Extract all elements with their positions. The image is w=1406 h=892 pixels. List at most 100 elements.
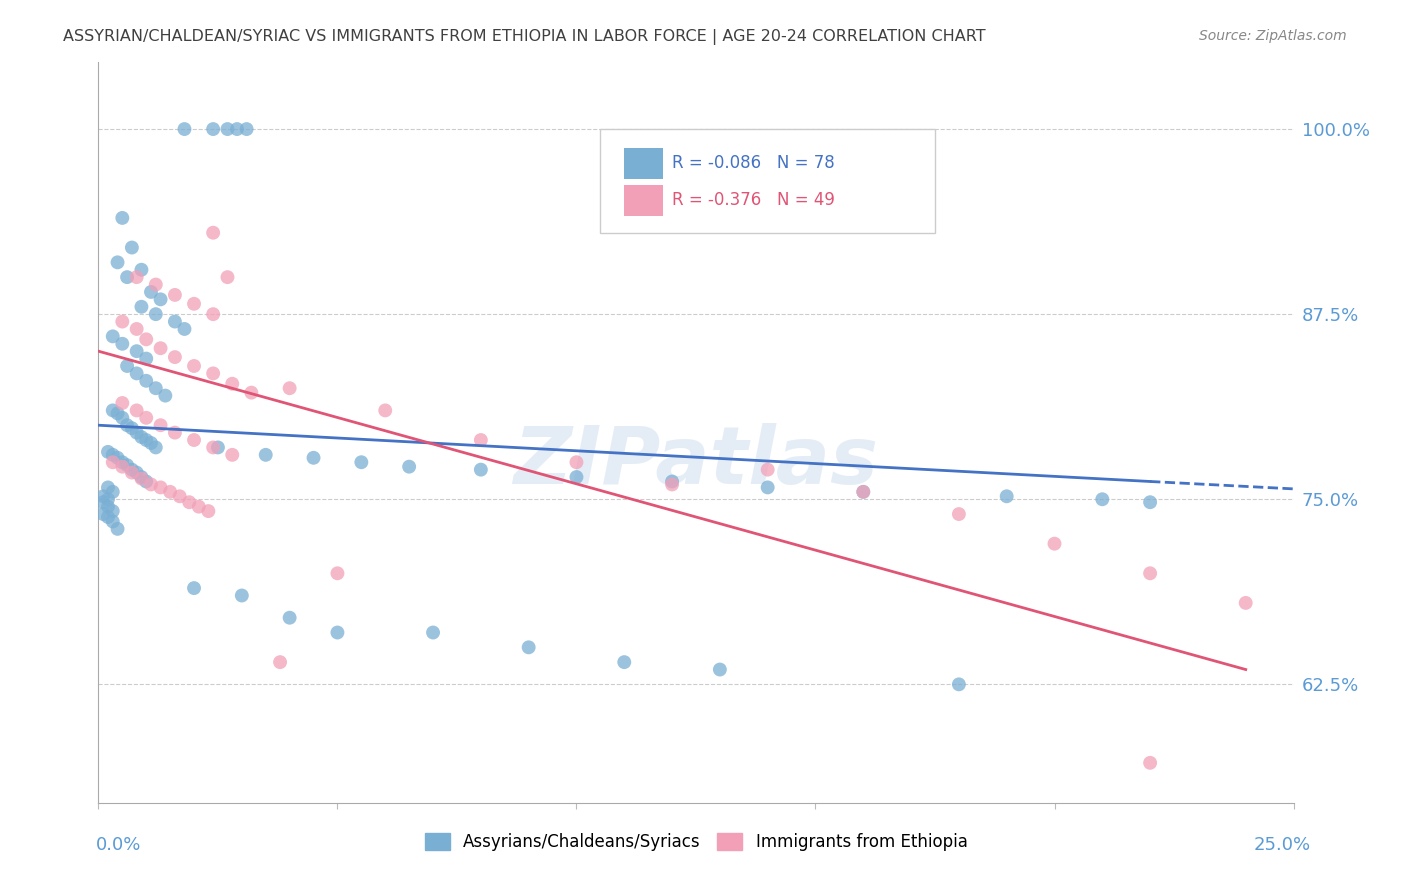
Point (125, 367, 148, 381)
Point (217, 270, 239, 285)
Text: ZIPatlas: ZIPatlas (513, 423, 879, 501)
Point (135, 410, 157, 425)
Point (1043, 537, 1066, 551)
Text: R = -0.086   N = 78: R = -0.086 N = 78 (672, 154, 835, 172)
Text: ASSYRIAN/CHALDEAN/SYRIAC VS IMMIGRANTS FROM ETHIOPIA IN LABOR FORCE | AGE 20-24 : ASSYRIAN/CHALDEAN/SYRIAC VS IMMIGRANTS F… (63, 29, 986, 45)
Point (159, 484, 181, 499)
FancyBboxPatch shape (624, 147, 662, 178)
Point (125, 403, 148, 417)
Point (91, 507, 114, 521)
Point (326, 566, 349, 581)
Point (517, 640, 540, 655)
FancyBboxPatch shape (624, 185, 662, 216)
Point (374, 403, 396, 417)
Point (202, 367, 225, 381)
Point (91, 489, 114, 503)
Point (163, 350, 186, 364)
Point (149, 341, 172, 355)
Point (101, 484, 124, 499)
Point (145, 381, 167, 395)
Point (121, 466, 143, 480)
Point (145, 277, 167, 292)
Point (135, 475, 157, 489)
Point (135, 374, 157, 388)
Point (145, 441, 167, 455)
Point (91, 495, 114, 509)
Point (111, 314, 134, 328)
Point (235, 122, 257, 136)
Point (207, 441, 229, 455)
Legend: Assyrians/Chaldeans/Syriacs, Immigrants from Ethiopia: Assyrians/Chaldeans/Syriacs, Immigrants … (418, 826, 974, 857)
Point (149, 418, 172, 433)
Point (169, 489, 191, 503)
Point (398, 459, 420, 474)
Point (254, 448, 277, 462)
Point (155, 389, 177, 403)
Point (1139, 756, 1161, 770)
Point (852, 484, 875, 499)
Point (125, 466, 148, 480)
Point (101, 515, 124, 529)
Text: 0.0%: 0.0% (96, 836, 141, 854)
Point (183, 359, 205, 373)
Point (470, 462, 492, 476)
Point (111, 211, 134, 225)
Point (661, 475, 683, 489)
Point (163, 425, 186, 440)
Point (149, 293, 172, 307)
Point (101, 448, 124, 462)
Point (107, 406, 129, 420)
Point (125, 270, 148, 285)
Point (756, 462, 779, 476)
Point (221, 448, 243, 462)
Text: Source: ZipAtlas.com: Source: ZipAtlas.com (1199, 29, 1347, 43)
FancyBboxPatch shape (600, 129, 935, 233)
Point (139, 436, 162, 450)
Point (121, 421, 143, 435)
Point (240, 385, 263, 400)
Point (135, 433, 157, 447)
Point (197, 504, 219, 518)
Point (139, 477, 162, 491)
Point (852, 484, 875, 499)
Point (326, 625, 349, 640)
Point (278, 611, 301, 625)
Point (709, 663, 731, 677)
Point (183, 581, 205, 595)
Point (149, 480, 172, 494)
Point (97, 492, 120, 507)
Point (97, 500, 120, 514)
Point (135, 351, 157, 366)
Point (139, 285, 162, 299)
Point (995, 489, 1018, 503)
Text: 25.0%: 25.0% (1253, 836, 1310, 854)
Point (302, 450, 325, 465)
Point (1139, 495, 1161, 509)
Point (1234, 596, 1257, 610)
Point (101, 329, 124, 343)
Text: R = -0.376   N = 49: R = -0.376 N = 49 (672, 191, 835, 209)
Point (470, 433, 492, 447)
Point (125, 425, 148, 440)
Point (565, 470, 588, 484)
Point (350, 455, 373, 469)
Point (756, 480, 779, 494)
Point (115, 458, 138, 473)
Point (269, 655, 291, 669)
Point (179, 495, 201, 509)
Point (107, 255, 129, 269)
Point (183, 297, 205, 311)
Point (187, 500, 209, 514)
Point (173, 322, 195, 336)
Point (101, 403, 124, 417)
Point (131, 430, 153, 444)
Point (1091, 492, 1114, 507)
Point (202, 441, 225, 455)
Point (131, 471, 153, 485)
Point (111, 410, 134, 425)
Point (121, 240, 143, 254)
Point (97, 510, 120, 524)
Point (115, 359, 138, 373)
Point (565, 455, 588, 469)
Point (221, 376, 243, 391)
